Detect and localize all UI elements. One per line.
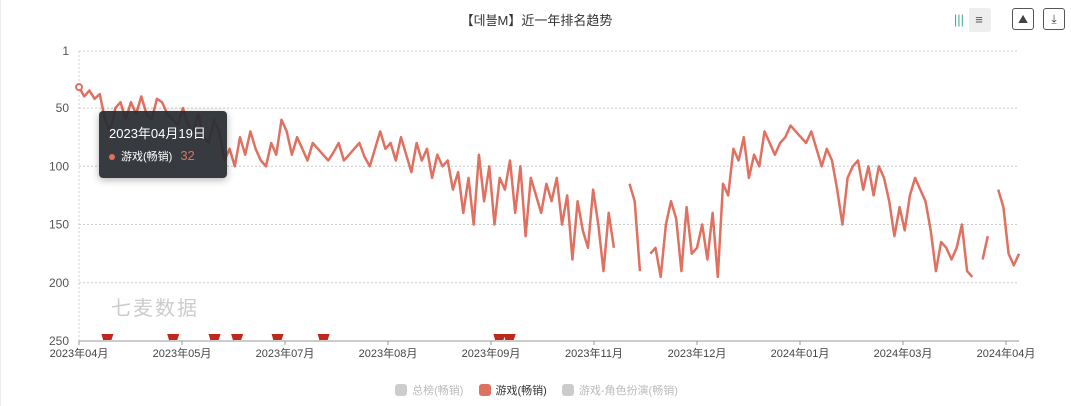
download-icon[interactable]: ⤓ [1043, 8, 1065, 30]
x-tick-label: 2023年09月 [462, 346, 521, 360]
x-tick-label: 2023年12月 [668, 346, 727, 360]
x-tick-label: 2023年07月 [256, 346, 315, 360]
tooltip: 2023年04月19日 游戏(畅销) 32 [99, 111, 227, 178]
series-dot-icon [109, 154, 115, 161]
watermark: 七麦数据 [111, 298, 199, 320]
event-flag-icon [271, 334, 284, 341]
legend-item-overall[interactable]: 总榜(畅销) [395, 382, 463, 398]
y-tick-label: 100 [49, 159, 69, 173]
bar-chart-icon[interactable]: ||| [949, 8, 969, 32]
event-flag-icon [503, 334, 516, 341]
legend: 总榜(畅销) 游戏(畅销) 游戏-角色扮演(畅销) [1, 382, 1071, 398]
event-flag-icon [167, 334, 180, 341]
x-tick-label: 2024年03月 [874, 346, 933, 360]
image-icon[interactable]: ⛰ [1012, 8, 1034, 30]
highlight-point [75, 83, 83, 92]
x-tick-label: 2023年11月 [565, 346, 623, 360]
y-tick-label: 50 [56, 101, 70, 115]
x-tick-label: 2023年05月 [153, 346, 212, 360]
chart-type-toggle[interactable]: ||| ≡ [949, 8, 991, 32]
event-flag-icon [317, 334, 330, 341]
legend-label: 总榜(畅销) [412, 385, 464, 397]
list-icon[interactable]: ≡ [975, 12, 983, 27]
y-tick-label: 250 [49, 334, 69, 348]
event-flag-icon [208, 334, 221, 341]
y-tick-label: 1 [62, 44, 69, 58]
event-flag-icon [231, 334, 244, 341]
tooltip-date: 2023年04月19日 [109, 126, 206, 141]
event-flag-icon [101, 334, 114, 341]
x-tick-label: 2024年01月 [771, 346, 830, 360]
y-tick-label: 150 [49, 218, 69, 232]
chart-title: 【데블M】近一年排名趋势 [460, 13, 613, 28]
x-tick-label: 2023年08月 [359, 346, 418, 360]
legend-label: 游戏(畅销) [495, 385, 547, 397]
x-tick-label: 2024年04月 [977, 346, 1036, 360]
legend-item-rpg[interactable]: 游戏-角色扮演(畅销) [561, 382, 678, 398]
tooltip-series: 游戏(畅销) [121, 151, 173, 163]
tooltip-value: 32 [180, 148, 195, 163]
y-tick-label: 200 [49, 276, 69, 290]
event-flag-icon [493, 334, 506, 341]
x-tick-label: 2023年04月 [50, 346, 109, 360]
legend-item-games[interactable]: 游戏(畅销) [478, 382, 547, 398]
series-line-games [77, 86, 1021, 279]
legend-label: 游戏-角色扮演(畅销) [578, 385, 678, 397]
